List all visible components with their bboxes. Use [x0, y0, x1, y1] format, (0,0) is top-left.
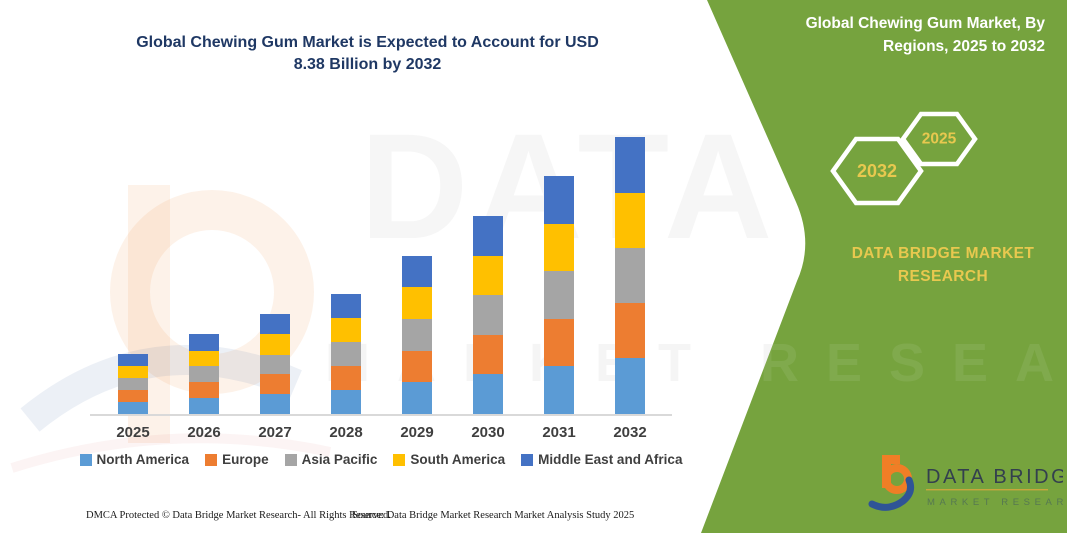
- bar-2027: [260, 314, 290, 414]
- chart-plot: 2025 2026 2027 2028 2029 2030 2031 2032: [90, 118, 672, 441]
- bar-segment-south-america: [544, 223, 574, 272]
- bar-segment-north-america: [260, 394, 290, 414]
- legend-swatch-europe: [205, 453, 218, 466]
- legend-label: Europe: [222, 452, 269, 467]
- x-label-2025: 2025: [116, 424, 150, 441]
- x-label-2030: 2030: [471, 424, 505, 441]
- legend-swatch-south-america: [393, 453, 406, 466]
- logo-subtitle: MARKET RESEARCH: [927, 497, 1063, 508]
- legend-item-middle-east-and-africa: Middle East and Africa: [521, 452, 682, 467]
- bar-segment-south-america: [473, 255, 503, 296]
- watermark-overlay-green: MARKET RESEARCH: [700, 333, 1067, 393]
- legend-label: Middle East and Africa: [538, 452, 683, 467]
- hexagon-2025-label: 2025: [922, 131, 957, 148]
- bar-segment-north-america: [402, 382, 432, 414]
- legend-swatch-north-america: [79, 453, 92, 466]
- legend-label: Asia Pacific: [301, 452, 378, 467]
- legend-label: North America: [96, 452, 190, 467]
- bar-segment-europe: [118, 390, 148, 403]
- bar-2032: [615, 137, 645, 414]
- legend-item-south-america: South America: [393, 452, 505, 467]
- bar-segment-south-america: [118, 366, 148, 379]
- x-label-2029: 2029: [400, 424, 434, 441]
- x-label-2026: 2026: [187, 424, 221, 441]
- bar-segment-asia-pacific: [402, 318, 432, 351]
- bar-segment-asia-pacific: [331, 341, 361, 366]
- bar-segment-south-america: [615, 192, 645, 248]
- brand-text: DATA BRIDGE MARKET RESEARCH: [851, 245, 1035, 285]
- bar-segment-middle-east-and-africa: [118, 354, 148, 367]
- legend-swatch-asia-pacific: [284, 453, 297, 466]
- bar-segment-asia-pacific: [189, 366, 219, 383]
- hexagon-2025: 2025: [900, 111, 978, 167]
- legend: North America Europe Asia Pacific South Ame…: [79, 452, 682, 467]
- legend-item-north-america: North America: [79, 452, 190, 467]
- bar-2028: [331, 294, 361, 414]
- bar-segment-middle-east-and-africa: [260, 314, 290, 335]
- bar-segment-north-america: [544, 366, 574, 414]
- hexagon-2032: 2032: [830, 136, 924, 206]
- hexagon-2032-label: 2032: [857, 161, 897, 181]
- x-axis-line: [90, 414, 672, 416]
- bar-2030: [473, 216, 503, 414]
- bar-2025: [118, 354, 148, 414]
- green-panel-shape: [701, 0, 1067, 533]
- legend-swatch-middle-east-and-africa: [521, 453, 534, 466]
- bar-segment-europe: [544, 318, 574, 367]
- bar-segment-asia-pacific: [615, 247, 645, 303]
- bar-segment-europe: [402, 350, 432, 383]
- bar-segment-south-america: [260, 334, 290, 355]
- bar-segment-north-america: [331, 389, 361, 414]
- bar-segment-north-america: [189, 398, 219, 414]
- bar-segment-middle-east-and-africa: [544, 176, 574, 224]
- bar-segment-middle-east-and-africa: [402, 256, 432, 288]
- bar-segment-south-america: [331, 317, 361, 342]
- footer-source-text: Source: Data Bridge Market Research Mark…: [352, 510, 635, 521]
- bar-segment-middle-east-and-africa: [331, 294, 361, 318]
- bar-segment-asia-pacific: [118, 378, 148, 391]
- panel-heading: Global Chewing Gum Market, By Regions, 2…: [805, 15, 1045, 55]
- footer-dmca-text: DMCA Protected © Data Bridge Market Rese…: [86, 510, 391, 521]
- bar-segment-europe: [189, 382, 219, 399]
- bar-segment-europe: [260, 374, 290, 395]
- legend-item-europe: Europe: [205, 452, 269, 467]
- x-label-2028: 2028: [329, 424, 363, 441]
- x-label-2032: 2032: [613, 424, 647, 441]
- bar-segment-middle-east-and-africa: [189, 334, 219, 351]
- logo-b-icon: [868, 455, 914, 511]
- databridge-logo: DATA BRIDGE MARKET RESEARCH: [868, 455, 1063, 511]
- bar-segment-north-america: [473, 374, 503, 414]
- bar-segment-asia-pacific: [473, 295, 503, 335]
- x-label-2031: 2031: [542, 424, 576, 441]
- bar-segment-asia-pacific: [544, 271, 574, 319]
- bar-segment-south-america: [189, 350, 219, 367]
- logo-wordmark: DATA BRIDGE: [926, 466, 1063, 488]
- legend-label: South America: [410, 452, 506, 467]
- bar-segment-middle-east-and-africa: [473, 216, 503, 256]
- bar-segment-middle-east-and-africa: [615, 137, 645, 193]
- bar-segment-europe: [331, 365, 361, 390]
- bar-2031: [544, 176, 574, 414]
- bar-segment-south-america: [402, 287, 432, 319]
- legend-item-asia-pacific: Asia Pacific: [284, 452, 378, 467]
- bar-2026: [189, 334, 219, 414]
- bar-segment-north-america: [615, 358, 645, 414]
- x-label-2027: 2027: [258, 424, 292, 441]
- bar-segment-europe: [615, 302, 645, 359]
- bar-segment-north-america: [118, 402, 148, 414]
- bar-segment-asia-pacific: [260, 354, 290, 375]
- bar-2029: [402, 256, 432, 414]
- page-title: Global Chewing Gum Market is Expected to…: [136, 34, 599, 73]
- bar-segment-europe: [473, 334, 503, 375]
